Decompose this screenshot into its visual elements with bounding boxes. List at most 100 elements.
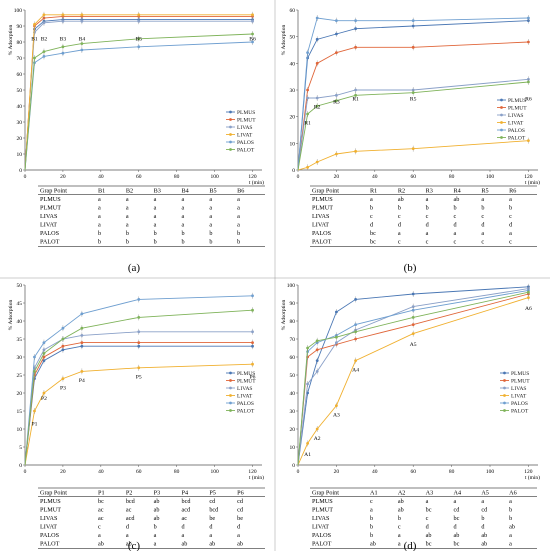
data-point-plmus <box>335 310 338 314</box>
table-cell: ab <box>426 532 432 539</box>
table-cell: a <box>209 213 212 220</box>
table-cell: a <box>98 196 101 203</box>
legend-marker <box>503 409 506 412</box>
table-cell: ac <box>98 515 104 522</box>
data-point-palos <box>80 48 84 52</box>
table-header-cell: A1 <box>370 490 378 497</box>
table-cell: a <box>126 196 129 203</box>
table-cell: ab <box>98 541 104 548</box>
table-row-label: PALOS <box>40 532 60 539</box>
legend-label-plmut: PLMUT <box>511 379 530 385</box>
legend-label-livat: LIVAT <box>237 133 253 139</box>
y-axis-label: % Adsorption <box>281 25 287 56</box>
y-tick-label: 10 <box>17 152 23 158</box>
table-cell: bc <box>426 507 432 514</box>
table-cell: a <box>182 213 185 220</box>
data-point-plmut <box>306 88 309 92</box>
data-point-livat <box>33 409 36 413</box>
table-header-cell: Grap Point <box>40 490 67 497</box>
table-cell: c <box>426 213 429 220</box>
data-point-plmut <box>42 16 46 20</box>
table-header-cell: Grap Point <box>40 188 67 195</box>
table-cell: b <box>154 239 157 246</box>
table-cell: ab <box>398 507 404 514</box>
x-axis-label: t (min) <box>249 474 264 481</box>
legend-marker <box>229 401 232 405</box>
table-cell: b <box>126 239 129 246</box>
panel-label: (d) <box>404 540 417 551</box>
data-point-livas <box>137 19 141 23</box>
point-label: A6 <box>525 306 532 312</box>
data-point-palos <box>411 19 415 23</box>
table-cell: a <box>509 541 512 548</box>
data-point-livat <box>42 391 46 395</box>
y-tick-label: 60 <box>290 8 296 14</box>
table-cell: a <box>370 196 373 203</box>
data-point-palot <box>306 346 309 350</box>
legend-label-livat: LIVAT <box>508 121 524 127</box>
table-header-cell: A6 <box>509 490 517 497</box>
table-cell: a <box>426 196 429 203</box>
data-point-plmus <box>61 348 65 352</box>
y-tick-label: 50 <box>290 35 296 41</box>
data-point-palot <box>137 37 141 41</box>
data-point-palos <box>527 16 530 20</box>
y-tick-label: 30 <box>17 120 23 126</box>
table-cell: cd <box>209 498 216 505</box>
y-tick-label: 0 <box>19 463 22 469</box>
legend-marker <box>500 136 503 139</box>
table-header-cell: P6 <box>237 490 244 497</box>
legend-label-livas: LIVAS <box>237 125 253 131</box>
y-tick-label: 10 <box>17 427 23 433</box>
data-point-livas <box>80 334 84 337</box>
data-point-palot <box>354 93 357 97</box>
x-tick-label: 20 <box>334 469 340 475</box>
table-cell: a <box>237 532 240 539</box>
point-label: A5 <box>410 342 417 348</box>
x-axis-label: t (min) <box>249 179 264 186</box>
data-point-livat <box>315 160 319 164</box>
data-point-plmut <box>527 40 530 44</box>
point-label: R6 <box>525 97 532 103</box>
table-header-cell: P2 <box>126 490 133 497</box>
x-tick-label: 40 <box>98 469 104 475</box>
table-row-label: PALOT <box>312 239 332 246</box>
x-tick-label: 40 <box>372 174 378 180</box>
table-cell: b <box>370 205 373 212</box>
data-point-plmut <box>251 341 254 344</box>
table-cell: c <box>426 239 429 246</box>
point-label: B3 <box>60 36 67 42</box>
table-cell: b <box>154 524 157 531</box>
data-point-palot <box>80 42 84 45</box>
table-cell: a <box>154 213 157 220</box>
table-cell: c <box>398 213 401 220</box>
x-tick-label: 80 <box>174 469 180 475</box>
y-tick-label: 0 <box>292 463 295 469</box>
x-tick-label: 120 <box>248 174 257 180</box>
data-point-palot <box>527 80 530 84</box>
data-point-livas <box>42 21 46 25</box>
table-cell: b <box>370 515 373 522</box>
table-cell: a <box>182 532 185 539</box>
data-point-livat <box>354 149 357 153</box>
table-header-cell: B4 <box>182 188 189 195</box>
legend-marker <box>503 371 506 375</box>
point-label: A3 <box>333 412 340 418</box>
legend-marker <box>229 386 232 390</box>
legend-label-palos: PALOS <box>511 401 528 407</box>
table-row-label: LIVAT <box>312 222 329 229</box>
table-cell: d <box>237 524 241 531</box>
table-cell: a <box>509 230 512 237</box>
data-point-plmus <box>411 292 415 296</box>
data-point-plmus <box>42 359 46 362</box>
table-header-cell: A5 <box>481 490 489 497</box>
table-cell: b <box>182 230 185 237</box>
table-cell: b <box>426 205 429 212</box>
data-point-palot <box>315 104 319 108</box>
data-point-livat <box>306 442 309 445</box>
table-header-cell: P1 <box>98 490 105 497</box>
x-tick-label: 120 <box>524 174 533 180</box>
table-cell: c <box>426 515 429 522</box>
